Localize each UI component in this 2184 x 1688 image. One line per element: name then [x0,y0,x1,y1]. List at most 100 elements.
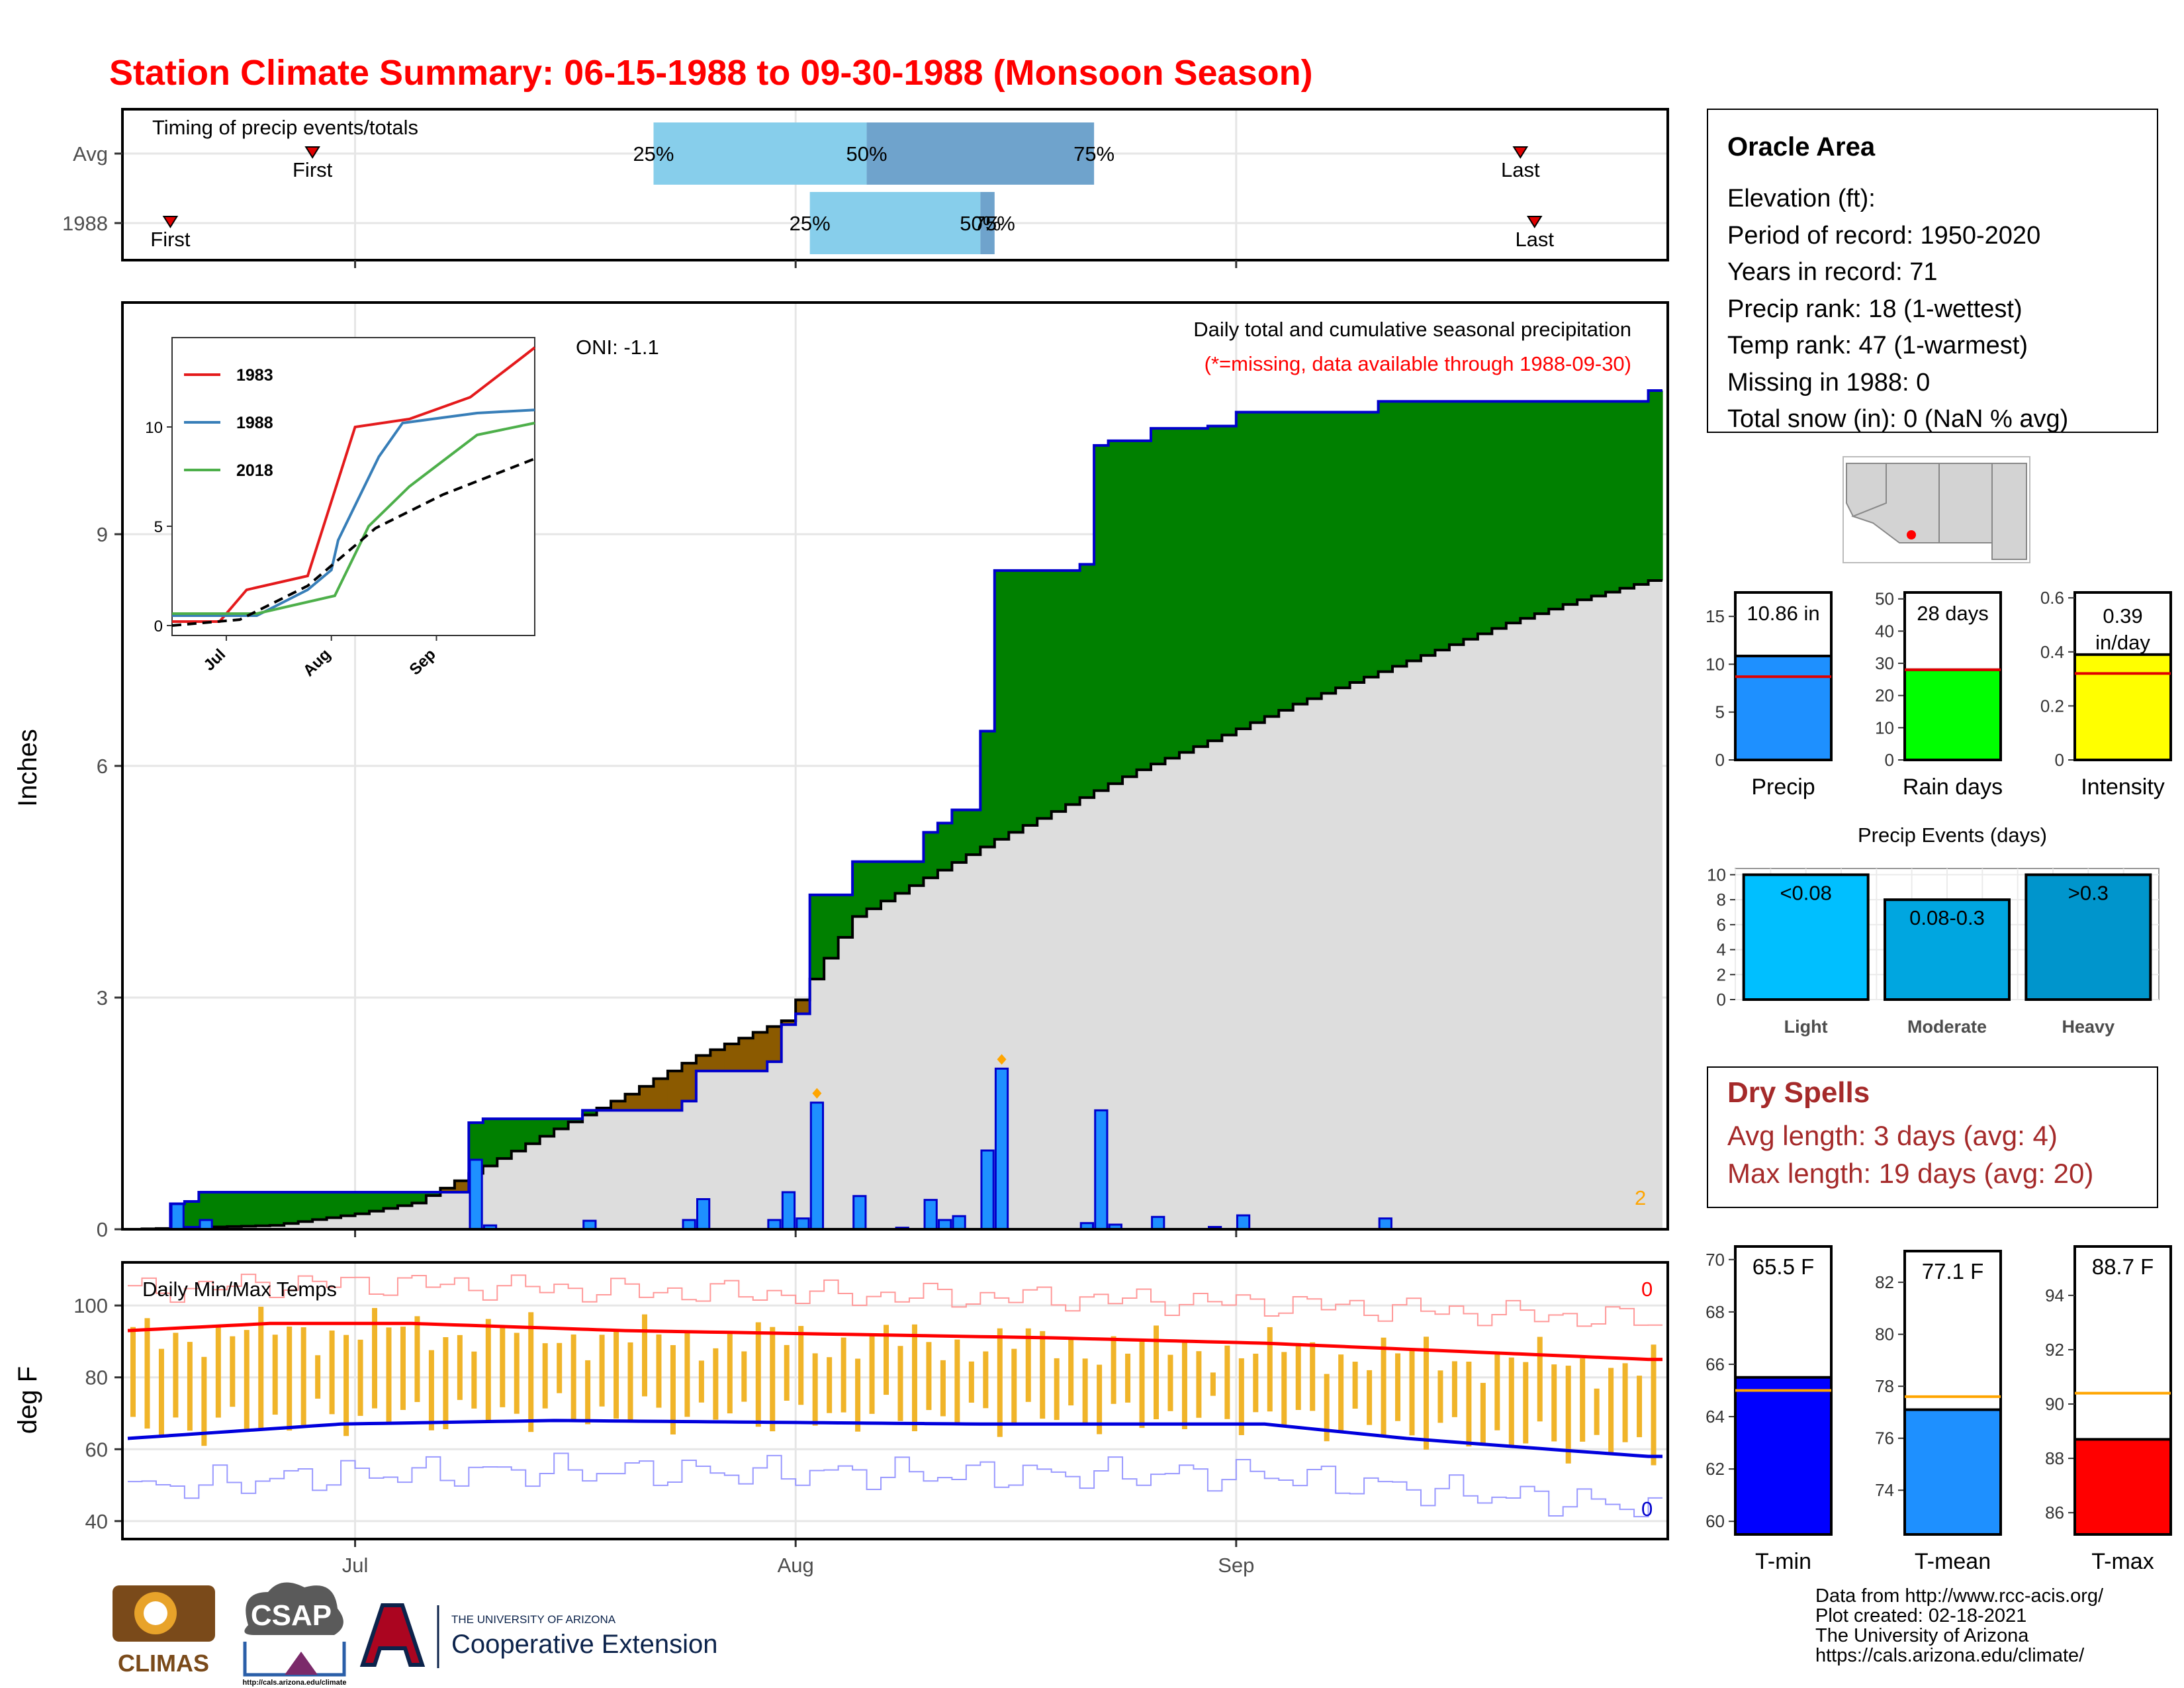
precip-surplus [184,1201,199,1228]
precip-avg-area [128,581,1662,1229]
totals-y-tick-label: 30 [1875,653,1894,673]
temps-daily-bar [485,1319,491,1423]
temps-panel: 40 60 80 100 Jul Aug Sep Daily Min/Max Temps 0… [13,1261,1669,1577]
precip-surplus [497,1119,512,1159]
precip-subtitle: (*=missing, data available through 1988-… [1205,352,1631,375]
precip-daily-bar [170,1203,185,1231]
precip-deficit [796,1000,811,1014]
info-title: Oracle Area [1727,132,1876,162]
info-line: Elevation (ft): [1727,185,1876,212]
timing-first-marker [304,146,320,159]
totals-value-label: in/day [2095,631,2150,654]
temps-daily-bar [343,1335,349,1436]
temps-daily-bar [1267,1327,1273,1412]
temps-daily-bar [841,1337,846,1413]
tsum-value-label: 77.1 F [1922,1259,1984,1284]
precip-surplus [852,861,868,917]
info-box: Oracle Area Elevation (ft): Period of re… [1707,109,2158,433]
temps-daily-bar [1338,1354,1344,1433]
timing-bar-25-50 [809,192,981,254]
precip-surplus [1534,401,1549,614]
precip-surplus [881,861,896,902]
temps-daily-bar [272,1335,278,1415]
temps-avg-max-line [127,1321,1662,1362]
timing-bar-50-75 [980,192,995,254]
precip-surplus [1264,412,1279,717]
info-line: Total snow (in): 0 (NaN % avg) [1727,405,2068,433]
timing-row-label: Avg [73,142,108,165]
precip-y-label: Inches [13,729,42,807]
precip-surplus [369,1192,385,1211]
timing-first-marker [162,216,179,228]
inset-y-tick-label: 5 [154,518,163,536]
precip-surplus [1449,401,1464,645]
page-title: Station Climate Summary: 06-15-1988 to 0… [109,53,1313,93]
totals-value-label: 28 days [1917,602,1989,625]
precip-surplus [525,1119,541,1144]
totals-y-tick-label: 10 [1706,654,1725,674]
precip-deficit [440,1188,455,1192]
precip-surplus [966,810,981,855]
precip-surplus [1066,570,1081,805]
precip-surplus [1506,401,1521,624]
totals-category-label: Rain days [1903,774,2003,800]
precip-daily-bar [809,1102,825,1231]
locator-map [1843,456,2030,563]
timing-pct-label: 75% [1073,142,1115,165]
temps-daily-bar [1466,1361,1472,1447]
climas-logo: CLIMAS [113,1585,215,1677]
temps-daily-bar [627,1342,633,1421]
totals-y-tick-label: 5 [1715,702,1725,722]
events-bar-label: >0.3 [2068,881,2109,904]
precip-surplus [824,894,839,959]
csap-url: http://cals.arizona.edu/climate [242,1679,346,1687]
tsum-y-tick-label: 78 [1875,1376,1894,1396]
precip-daily-bar [696,1198,711,1231]
info-line: Temp rank: 47 (1-warmest) [1727,332,2028,359]
precip-surplus [1079,564,1095,798]
precip-surplus [1477,401,1492,634]
temps-daily-bar [528,1312,534,1432]
tsum-y-tick-label: 92 [2045,1340,2064,1360]
precip-deficit [724,1044,739,1071]
temps-daily-bar [741,1351,747,1402]
temps-daily-bar [983,1351,989,1409]
precip-surplus [1151,428,1166,765]
temps-x-tick-label: Sep [1218,1554,1254,1577]
temps-daily-bar [897,1346,903,1421]
events-y-tick-label: 6 [1717,915,1726,935]
temps-daily-bar [1181,1340,1187,1430]
precip-surplus [1236,412,1251,729]
precip-daily-bar [1151,1215,1165,1231]
tsum-y-tick-label: 66 [1706,1354,1725,1374]
precip-surplus [923,832,938,878]
temps-daily-bar [542,1343,548,1409]
tsum-y-tick-label: 74 [1875,1480,1894,1500]
temps-daily-bar [130,1327,136,1417]
ua-line2: Cooperative Extension [451,1630,717,1659]
temps-daily-bar [926,1342,932,1411]
temps-y-tick-label: 40 [85,1510,108,1533]
precip-surplus [412,1192,427,1203]
csap-logo-text: CSAP [251,1599,332,1632]
timing-first-label: First [293,158,333,181]
temps-y-tick-label: 60 [85,1438,108,1461]
temps-daily-bar [642,1314,647,1397]
totals-y-tick-label: 15 [1706,606,1725,626]
precip-surplus [1591,401,1606,596]
totals-y-tick-label: 0 [1715,750,1725,770]
precip-surplus [1009,570,1024,833]
totals-y-tick-label: 0 [2055,750,2064,770]
tsum-category-label: T-max [2091,1549,2154,1574]
tsum-y-tick-label: 94 [2045,1286,2064,1305]
timing-last-label: Last [1501,158,1540,181]
precip-daily-bar [781,1191,796,1231]
precip-daily-bar [923,1199,938,1231]
footer-line: Plot created: 02-18-2021 [1815,1605,2026,1626]
temps-daily-bar [215,1325,221,1418]
temps-daily-bar [1637,1376,1643,1438]
timing-last-label: Last [1515,228,1554,251]
events-bar [1884,898,2011,1001]
precip-surplus [582,1110,598,1115]
